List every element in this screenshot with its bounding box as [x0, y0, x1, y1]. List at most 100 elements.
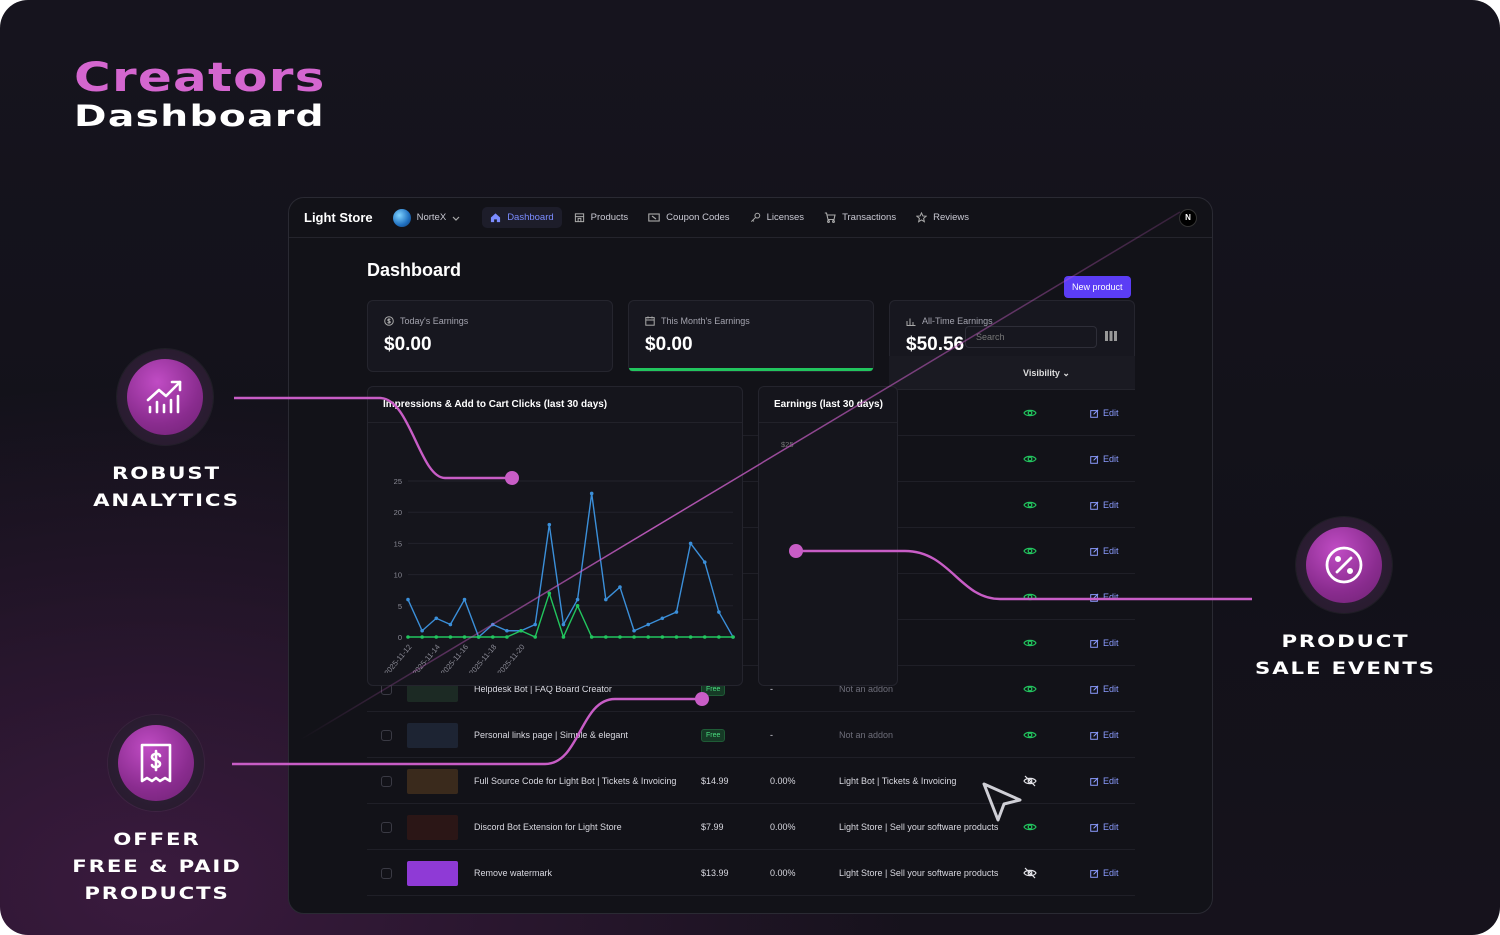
edit-icon: [1090, 823, 1099, 832]
data-point: [731, 635, 735, 639]
new-product-button[interactable]: New product: [1064, 276, 1131, 298]
data-point: [575, 604, 580, 608]
edit-label: Edit: [1103, 868, 1119, 878]
free-badge: Free: [701, 728, 726, 742]
user-avatar[interactable]: N: [1179, 208, 1197, 227]
product-conversion: 0.00%: [770, 822, 796, 832]
impressions-panel: Impressions & Add to Cart Clicks (last 3…: [367, 386, 743, 686]
store-icon: [574, 213, 584, 223]
edit-button[interactable]: Edit: [1090, 712, 1119, 758]
product-name[interactable]: Discord Bot Extension for Light Store: [474, 822, 622, 832]
edit-button[interactable]: Edit: [1090, 436, 1119, 482]
edit-label: Edit: [1103, 500, 1119, 510]
data-point: [646, 635, 651, 639]
row-checkbox[interactable]: [381, 821, 392, 833]
row-checkbox[interactable]: [381, 867, 392, 879]
x-tick-label: 2025-11-18: [467, 643, 498, 673]
data-point: [406, 597, 410, 602]
edit-button[interactable]: Edit: [1090, 758, 1119, 804]
eye-icon[interactable]: [1023, 730, 1037, 740]
data-point: [674, 610, 679, 614]
eye-icon[interactable]: [1023, 546, 1037, 556]
eye-off-icon[interactable]: [1023, 775, 1037, 787]
feature-free-paid-label: OFFER FREE & PAID PRODUCTS: [46, 827, 269, 908]
data-point: [632, 628, 636, 633]
edit-button[interactable]: Edit: [1090, 390, 1119, 436]
eye-icon[interactable]: [1023, 500, 1037, 510]
x-tick-label: 2025-11-20: [495, 643, 526, 673]
product-addon: Light Store | Sell your software product…: [839, 822, 999, 832]
edit-icon: [1090, 869, 1099, 878]
stat-today: Today's Earnings $0.00: [367, 300, 613, 372]
nav-licenses[interactable]: Licenses: [742, 207, 813, 228]
nav-reviews[interactable]: Reviews: [908, 207, 977, 228]
data-point: [519, 628, 523, 633]
edit-button[interactable]: Edit: [1090, 482, 1119, 528]
nav-transactions-label: Transactions: [842, 212, 897, 223]
edit-button[interactable]: Edit: [1090, 528, 1119, 574]
table-row[interactable]: Full Source Code for Light Bot | Tickets…: [367, 758, 1135, 804]
table-row[interactable]: Discord Bot Extension for Light Store $7.…: [367, 804, 1135, 850]
stat-alltime-label: All-Time Earnings: [922, 316, 993, 326]
nav-products[interactable]: Products: [566, 207, 637, 228]
visibility-cell: [1023, 850, 1037, 896]
visibility-cell: [1023, 666, 1037, 712]
eye-icon[interactable]: [1023, 408, 1037, 418]
table-row[interactable]: Remove watermark $13.99 0.00% Light Store |…: [367, 850, 1135, 896]
edit-button[interactable]: Edit: [1090, 850, 1119, 896]
data-point: [434, 635, 439, 639]
edit-button[interactable]: Edit: [1090, 666, 1119, 712]
brand-logo[interactable]: Light Store: [304, 210, 373, 225]
product-name[interactable]: Personal links page | Simple & elegant: [474, 730, 628, 740]
feature-free-paid-line1: OFFER: [113, 830, 201, 850]
data-point: [547, 591, 552, 596]
edit-label: Edit: [1103, 408, 1119, 418]
data-point: [618, 635, 622, 639]
series-line: [407, 493, 734, 639]
nav-coupon-codes-label: Coupon Codes: [666, 212, 730, 223]
nav-transactions[interactable]: Transactions: [816, 207, 904, 228]
product-name[interactable]: Remove watermark: [474, 868, 553, 878]
data-point: [505, 628, 509, 633]
data-point: [476, 635, 481, 639]
percent-icon: [1325, 546, 1363, 584]
product-price: $13.99: [701, 868, 729, 878]
edit-icon: [1090, 409, 1099, 418]
hero-title: Creators Dashboard: [74, 58, 324, 131]
product-name[interactable]: Full Source Code for Light Bot | Tickets…: [474, 776, 677, 786]
edit-button[interactable]: Edit: [1090, 574, 1119, 620]
eye-icon[interactable]: [1023, 638, 1037, 648]
y-tick-label: 25: [394, 477, 402, 486]
visibility-cell: [1023, 436, 1037, 482]
feature-sale-events-line1: PRODUCT: [1281, 632, 1410, 652]
search-input[interactable]: Search: [965, 326, 1097, 348]
feature-sale-events-label: PRODUCT SALE EVENTS: [1224, 629, 1468, 683]
eye-icon[interactable]: [1023, 684, 1037, 694]
table-row[interactable]: Personal links page | Simple & elegant Fr…: [367, 712, 1135, 758]
earnings-panel: Earnings (last 30 days) $25: [758, 386, 898, 686]
nav-coupon-codes[interactable]: Coupon Codes: [640, 207, 737, 228]
visibility-column-header[interactable]: Visibility ⌄: [1023, 368, 1070, 378]
row-checkbox[interactable]: [381, 775, 392, 787]
visibility-cell: [1023, 528, 1037, 574]
row-checkbox[interactable]: [381, 729, 392, 741]
x-tick-label: 2025-11-14: [411, 643, 442, 673]
eye-icon[interactable]: [1023, 822, 1037, 832]
eye-icon[interactable]: [1023, 454, 1037, 464]
edit-icon: [1090, 547, 1099, 556]
data-point: [420, 635, 424, 639]
store-selector[interactable]: NorteX: [392, 208, 461, 227]
product-price-cell: $14.99: [701, 758, 729, 804]
product-price: $7.99: [701, 822, 724, 832]
data-point: [533, 635, 537, 639]
edit-button[interactable]: Edit: [1090, 804, 1119, 850]
eye-icon[interactable]: [1023, 592, 1037, 602]
visibility-cell: [1023, 574, 1037, 620]
earnings-title: Earnings (last 30 days): [759, 387, 897, 423]
columns-icon[interactable]: [1105, 331, 1117, 341]
eye-off-icon[interactable]: [1023, 867, 1037, 879]
edit-button[interactable]: Edit: [1090, 620, 1119, 666]
data-point: [462, 635, 467, 639]
nav-dashboard[interactable]: Dashboard: [482, 207, 562, 228]
